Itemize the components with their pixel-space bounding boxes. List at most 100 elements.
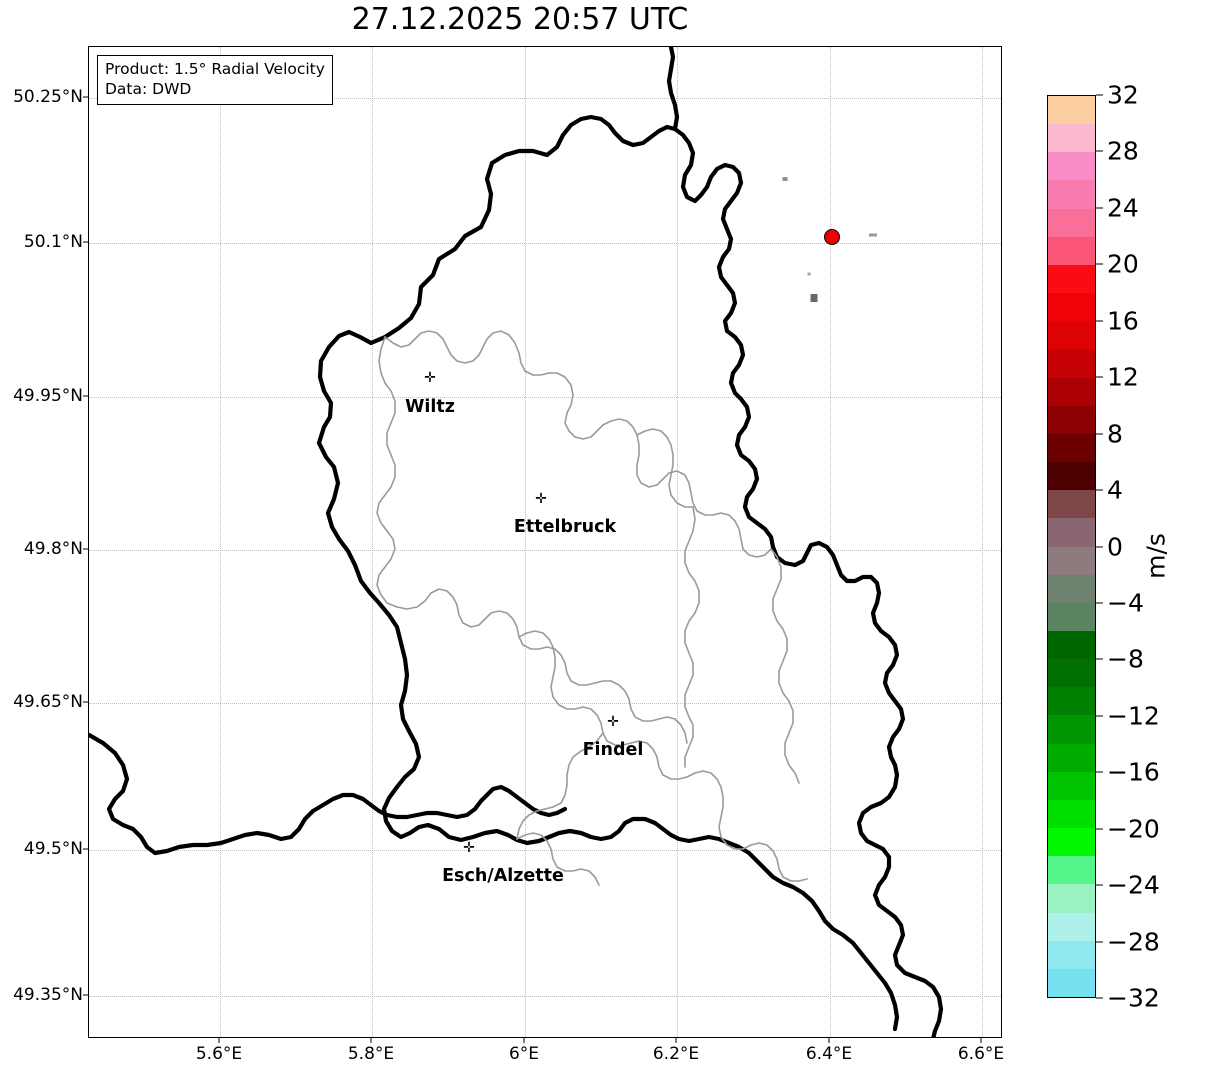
y-tick-mark [83, 241, 88, 243]
colorbar-band [1048, 377, 1095, 406]
x-tick-mark [828, 1038, 830, 1043]
gridline-lon [982, 47, 983, 1037]
colorbar-band [1048, 208, 1095, 237]
colorbar-tick-mark [1096, 207, 1103, 209]
colorbar-tick-mark [1096, 715, 1103, 717]
x-tick-mark [523, 1038, 525, 1043]
x-tick-label: 5.8°E [347, 1044, 395, 1064]
colorbar-tick-mark [1096, 941, 1103, 943]
colorbar-tick-label: −32 [1107, 983, 1160, 1013]
colorbar-band [1048, 856, 1095, 885]
city-label-ettelbruck: Ettelbruck [513, 517, 617, 537]
colorbar-band [1048, 462, 1095, 491]
colorbar-band [1048, 912, 1095, 941]
colorbar-tick-label: −20 [1107, 814, 1160, 844]
colorbar-tick-label: −4 [1107, 588, 1144, 618]
colorbar-tick-mark [1096, 884, 1103, 886]
colorbar-tick-mark [1096, 150, 1103, 152]
colorbar-band [1048, 771, 1095, 800]
y-tick-mark [83, 395, 88, 397]
gridline-lat [89, 703, 1001, 704]
colorbar-band [1048, 828, 1095, 857]
colorbar-band [1048, 602, 1095, 631]
radar-echo-pixel [869, 233, 877, 237]
y-tick-label: 50.25°N [13, 87, 83, 107]
gridline-lat [89, 243, 1001, 244]
gridline-lat [89, 98, 1001, 99]
colorbar-band [1048, 630, 1095, 660]
city-marker-ettelbruck: ✛ [535, 491, 547, 507]
colorbar-band [1048, 940, 1095, 969]
x-tick-mark [370, 1038, 372, 1043]
luxembourg-border [316, 160, 900, 1032]
x-tick-label: 6.4°E [805, 1044, 853, 1064]
y-tick-label: 49.5°N [23, 839, 83, 859]
colorbar-band [1048, 743, 1095, 772]
colorbar-tick-label: −28 [1107, 927, 1160, 957]
our-river-north [666, 47, 680, 132]
colorbar-band [1048, 321, 1095, 350]
colorbar-tick-mark [1096, 94, 1103, 96]
x-tick-label: 5.6°E [195, 1044, 243, 1064]
colorbar-band [1048, 799, 1095, 829]
gridline-lat [89, 550, 1001, 551]
colorbar-tick-mark [1096, 771, 1103, 773]
belgium-france-border [89, 732, 568, 856]
colorbar-tick-label: 24 [1107, 193, 1139, 223]
info-product-line: Product: 1.5° Radial Velocity [105, 60, 325, 78]
colorbar-band [1048, 293, 1095, 322]
colorbar-band [1048, 968, 1095, 997]
colorbar-tick-label: −16 [1107, 757, 1160, 787]
colorbar-band [1048, 687, 1095, 716]
x-tick-mark [980, 1038, 982, 1043]
map-plot-area[interactable]: Product: 1.5° Radial Velocity Data: DWD … [88, 46, 1002, 1038]
colorbar-tick-mark [1096, 546, 1103, 547]
gridline-lat [89, 397, 1001, 398]
colorbar-tick-label: 16 [1107, 306, 1139, 336]
page-title: 27.12.2025 20:57 UTC [351, 2, 689, 37]
colorbar-band [1048, 518, 1095, 547]
colorbar-tick-label: 12 [1107, 362, 1139, 392]
colorbar-tick-label: −12 [1107, 701, 1160, 731]
colorbar-tick-mark [1096, 997, 1103, 999]
y-tick-label: 50.1°N [23, 232, 83, 252]
gridline-lon [525, 47, 526, 1037]
colorbar-tick-mark [1096, 320, 1103, 322]
canton-boundaries [376, 330, 808, 886]
colorbar-band [1048, 405, 1095, 434]
colorbar-band [1048, 659, 1095, 688]
x-tick-label: 6°E [508, 1044, 540, 1064]
gridline-lon [677, 47, 678, 1037]
city-label-esch-alzette: Esch/Alzette [442, 866, 564, 886]
city-marker-wiltz: ✛ [424, 370, 436, 386]
gridline-lon [220, 47, 221, 1037]
y-tick-mark [83, 548, 88, 550]
gridline-lat [89, 996, 1001, 997]
colorbar-band [1048, 180, 1095, 209]
radar-echo-pixel [810, 294, 818, 302]
colorbar-band [1048, 96, 1095, 125]
city-label-findel: Findel [582, 740, 644, 760]
info-box: Product: 1.5° Radial Velocity Data: DWD [97, 55, 333, 105]
x-tick-label: 6.6°E [957, 1044, 1005, 1064]
radar-station-marker[interactable] [824, 229, 840, 245]
city-marker-findel: ✛ [607, 714, 619, 730]
colorbar-band [1048, 152, 1095, 181]
colorbar-tick-label: 32 [1107, 80, 1139, 110]
y-tick-mark [83, 994, 88, 996]
colorbar-band [1048, 124, 1095, 153]
y-tick-label: 49.65°N [13, 692, 83, 712]
colorbar-band [1048, 433, 1095, 463]
colorbar-tick-mark [1096, 433, 1103, 435]
colorbar[interactable] [1047, 95, 1096, 998]
colorbar-band [1048, 715, 1095, 744]
colorbar-tick-mark [1096, 602, 1103, 604]
city-label-wiltz: Wiltz [405, 397, 455, 417]
colorbar-tick-label: 28 [1107, 136, 1139, 166]
city-marker-esch-alzette: ✛ [463, 840, 475, 856]
gridline-lat [89, 850, 1001, 851]
colorbar-tick-label: 0 [1107, 532, 1123, 561]
colorbar-tick-mark [1096, 263, 1103, 265]
colorbar-tick-label: −8 [1107, 644, 1144, 674]
